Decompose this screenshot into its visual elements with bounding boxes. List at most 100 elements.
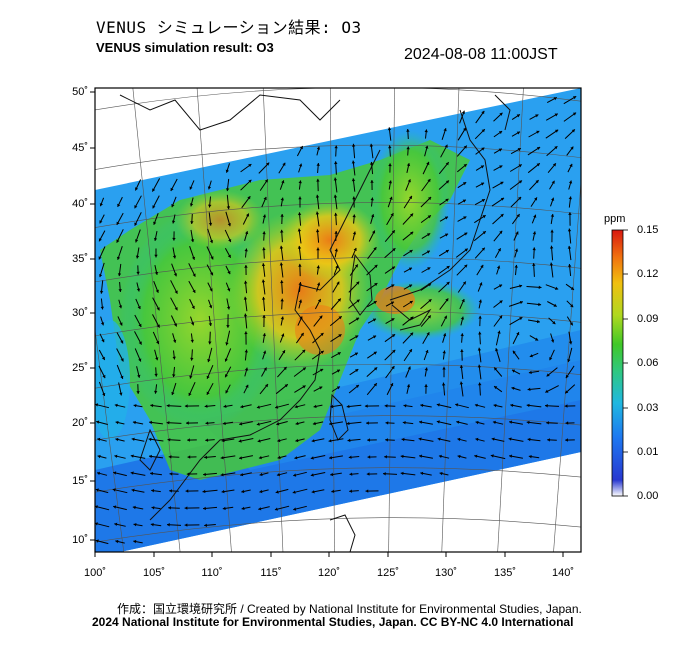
wind-arrow-head [568,212,572,215]
wind-arrow-head [538,285,542,289]
wind-arrow-head [184,523,188,527]
wind-arrow-head [227,270,231,275]
wind-arrow-head [390,383,394,387]
wind-arrow-head [203,472,206,477]
wind-arrow-head [154,254,158,258]
wind-arrow-head [425,145,429,149]
wind-arrow-head [500,181,504,185]
wind-arrow-head [210,256,214,260]
wind-arrow-head [481,147,485,151]
wind-arrow-head [514,264,518,268]
wind-arrow-head [474,454,478,458]
wind-arrow-head [475,420,479,425]
wind-arrow-head [478,315,482,319]
wind-arrow-head [221,489,225,494]
wind-arrow-head [245,384,249,388]
wind-arrow-head [436,403,440,407]
coastlines [119,94,511,552]
wind-arrow-head [351,178,356,182]
wind-arrow-head [298,163,303,167]
wind-arrow-head [348,455,352,459]
wind-arrow-head [208,323,213,326]
wind-arrow-head [243,280,248,284]
wind-arrow-head [264,179,268,183]
wind-arrow-head [248,164,252,167]
wind-arrow-head [445,298,449,302]
wind-arrow-head [498,284,503,288]
wind-arrow-head [552,321,556,325]
wind-arrow-head [508,437,512,441]
wind-arrow-head [464,232,468,236]
wind-arrow-head [569,322,573,326]
wind-arrow-head [459,365,464,368]
wind-arrow-head [568,180,573,184]
wind-arrow-head [481,110,485,115]
wind-arrow-head [320,333,324,336]
wind-arrow-head [189,375,193,379]
wind-arrow-head [370,197,374,201]
wind-arrow-head [210,272,214,276]
lon-label-135: 135˚ [493,567,517,579]
wind-arrow-head [310,473,314,477]
wind-arrow-head [207,359,211,363]
lon-label-110: 110˚ [201,567,223,579]
wind-arrow-head [436,420,440,424]
wind-arrow-head [546,373,550,377]
wind-arrow-head [169,489,172,493]
wind-arrow-head [244,349,248,353]
wind-arrow-head [499,165,503,169]
lat-label-45: 45˚ [72,142,88,154]
wind-arrow-head [567,245,572,249]
wind-arrow-head [334,248,338,252]
wind-arrow-head [352,231,357,235]
wind-arrow-head [188,392,192,396]
wind-arrow-head [499,300,503,304]
wind-arrow-head [118,305,123,309]
wind-arrow-head [546,421,549,425]
lon-label-105: 105˚ [142,567,166,579]
wind-arrow-head [281,333,285,337]
wind-arrow-head [172,356,176,360]
wind-arrow-head [535,114,539,118]
wind-arrow-head [459,381,464,385]
wind-arrow-head [262,315,266,318]
wind-arrow-head [171,392,175,395]
wind-arrow-head [549,357,553,361]
wind-arrow-head [408,267,412,271]
wind-arrow-head [239,422,243,426]
wind-arrow-head [174,307,178,311]
wind-arrow-head [320,368,324,372]
wind-arrow-head [280,214,284,217]
wind-arrow-head [409,349,412,353]
wind-arrow-head [516,131,520,135]
wind-arrow-head [185,489,189,493]
wind-arrow-head [95,505,98,509]
wind-arrow-head [135,239,139,243]
wind-arrow-head [366,472,370,476]
wind-arrow-head [568,196,572,200]
wind-arrow-head [238,439,242,443]
wind-arrow-head [101,356,105,360]
lat-label-25: 25˚ [72,362,88,374]
wind-arrow-head [565,421,569,425]
wind-arrow-head [276,422,280,426]
wind-arrow-head [225,188,230,192]
wind-arrow-head [227,223,231,227]
wind-arrow-head [528,370,532,375]
wind-arrow-head [347,438,351,443]
wind-arrow-head [408,284,413,288]
wind-arrow-head [282,350,285,354]
wind-arrow-head [426,250,430,254]
wind-arrow-head [463,145,467,149]
wind-arrow-head [499,315,503,319]
wind-arrow-head [372,335,377,339]
wind-arrow-head [355,335,359,339]
wind-arrow-head [565,374,569,379]
lat-label-20: 20˚ [72,417,88,429]
wind-arrow-head [365,489,369,493]
wind-arrow-head [526,420,530,425]
wind-arrow-head [500,197,504,201]
wind-arrow-head [173,323,177,327]
wind-arrow-head [494,386,498,390]
wind-arrow-head [427,233,431,237]
